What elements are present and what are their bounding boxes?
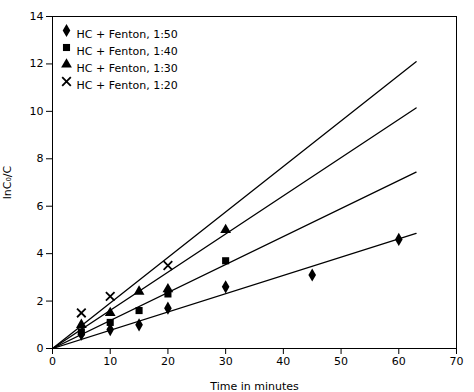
svg-text:8: 8 <box>37 152 44 165</box>
svg-text:10: 10 <box>103 355 117 368</box>
svg-text:14: 14 <box>30 10 44 23</box>
svg-text:60: 60 <box>392 355 406 368</box>
svg-text:HC + Fenton, 1:30: HC + Fenton, 1:30 <box>77 62 178 75</box>
svg-text:0: 0 <box>49 355 56 368</box>
svg-text:20: 20 <box>161 355 175 368</box>
svg-text:lnC₀/C: lnC₀/C <box>1 165 14 199</box>
svg-text:HC + Fenton, 1:40: HC + Fenton, 1:40 <box>77 45 178 58</box>
svg-text:4: 4 <box>37 247 44 260</box>
svg-text:50: 50 <box>334 355 348 368</box>
svg-text:0: 0 <box>37 342 44 355</box>
svg-text:10: 10 <box>30 105 44 118</box>
svg-text:HC + Fenton, 1:20: HC + Fenton, 1:20 <box>77 79 178 92</box>
svg-text:Time in minutes: Time in minutes <box>209 380 299 392</box>
svg-text:30: 30 <box>219 355 233 368</box>
svg-text:6: 6 <box>37 200 44 213</box>
svg-text:HC + Fenton, 1:50: HC + Fenton, 1:50 <box>77 28 178 41</box>
svg-text:70: 70 <box>450 355 464 368</box>
svg-text:2: 2 <box>37 295 44 308</box>
svg-text:40: 40 <box>276 355 290 368</box>
svg-text:12: 12 <box>30 57 44 70</box>
